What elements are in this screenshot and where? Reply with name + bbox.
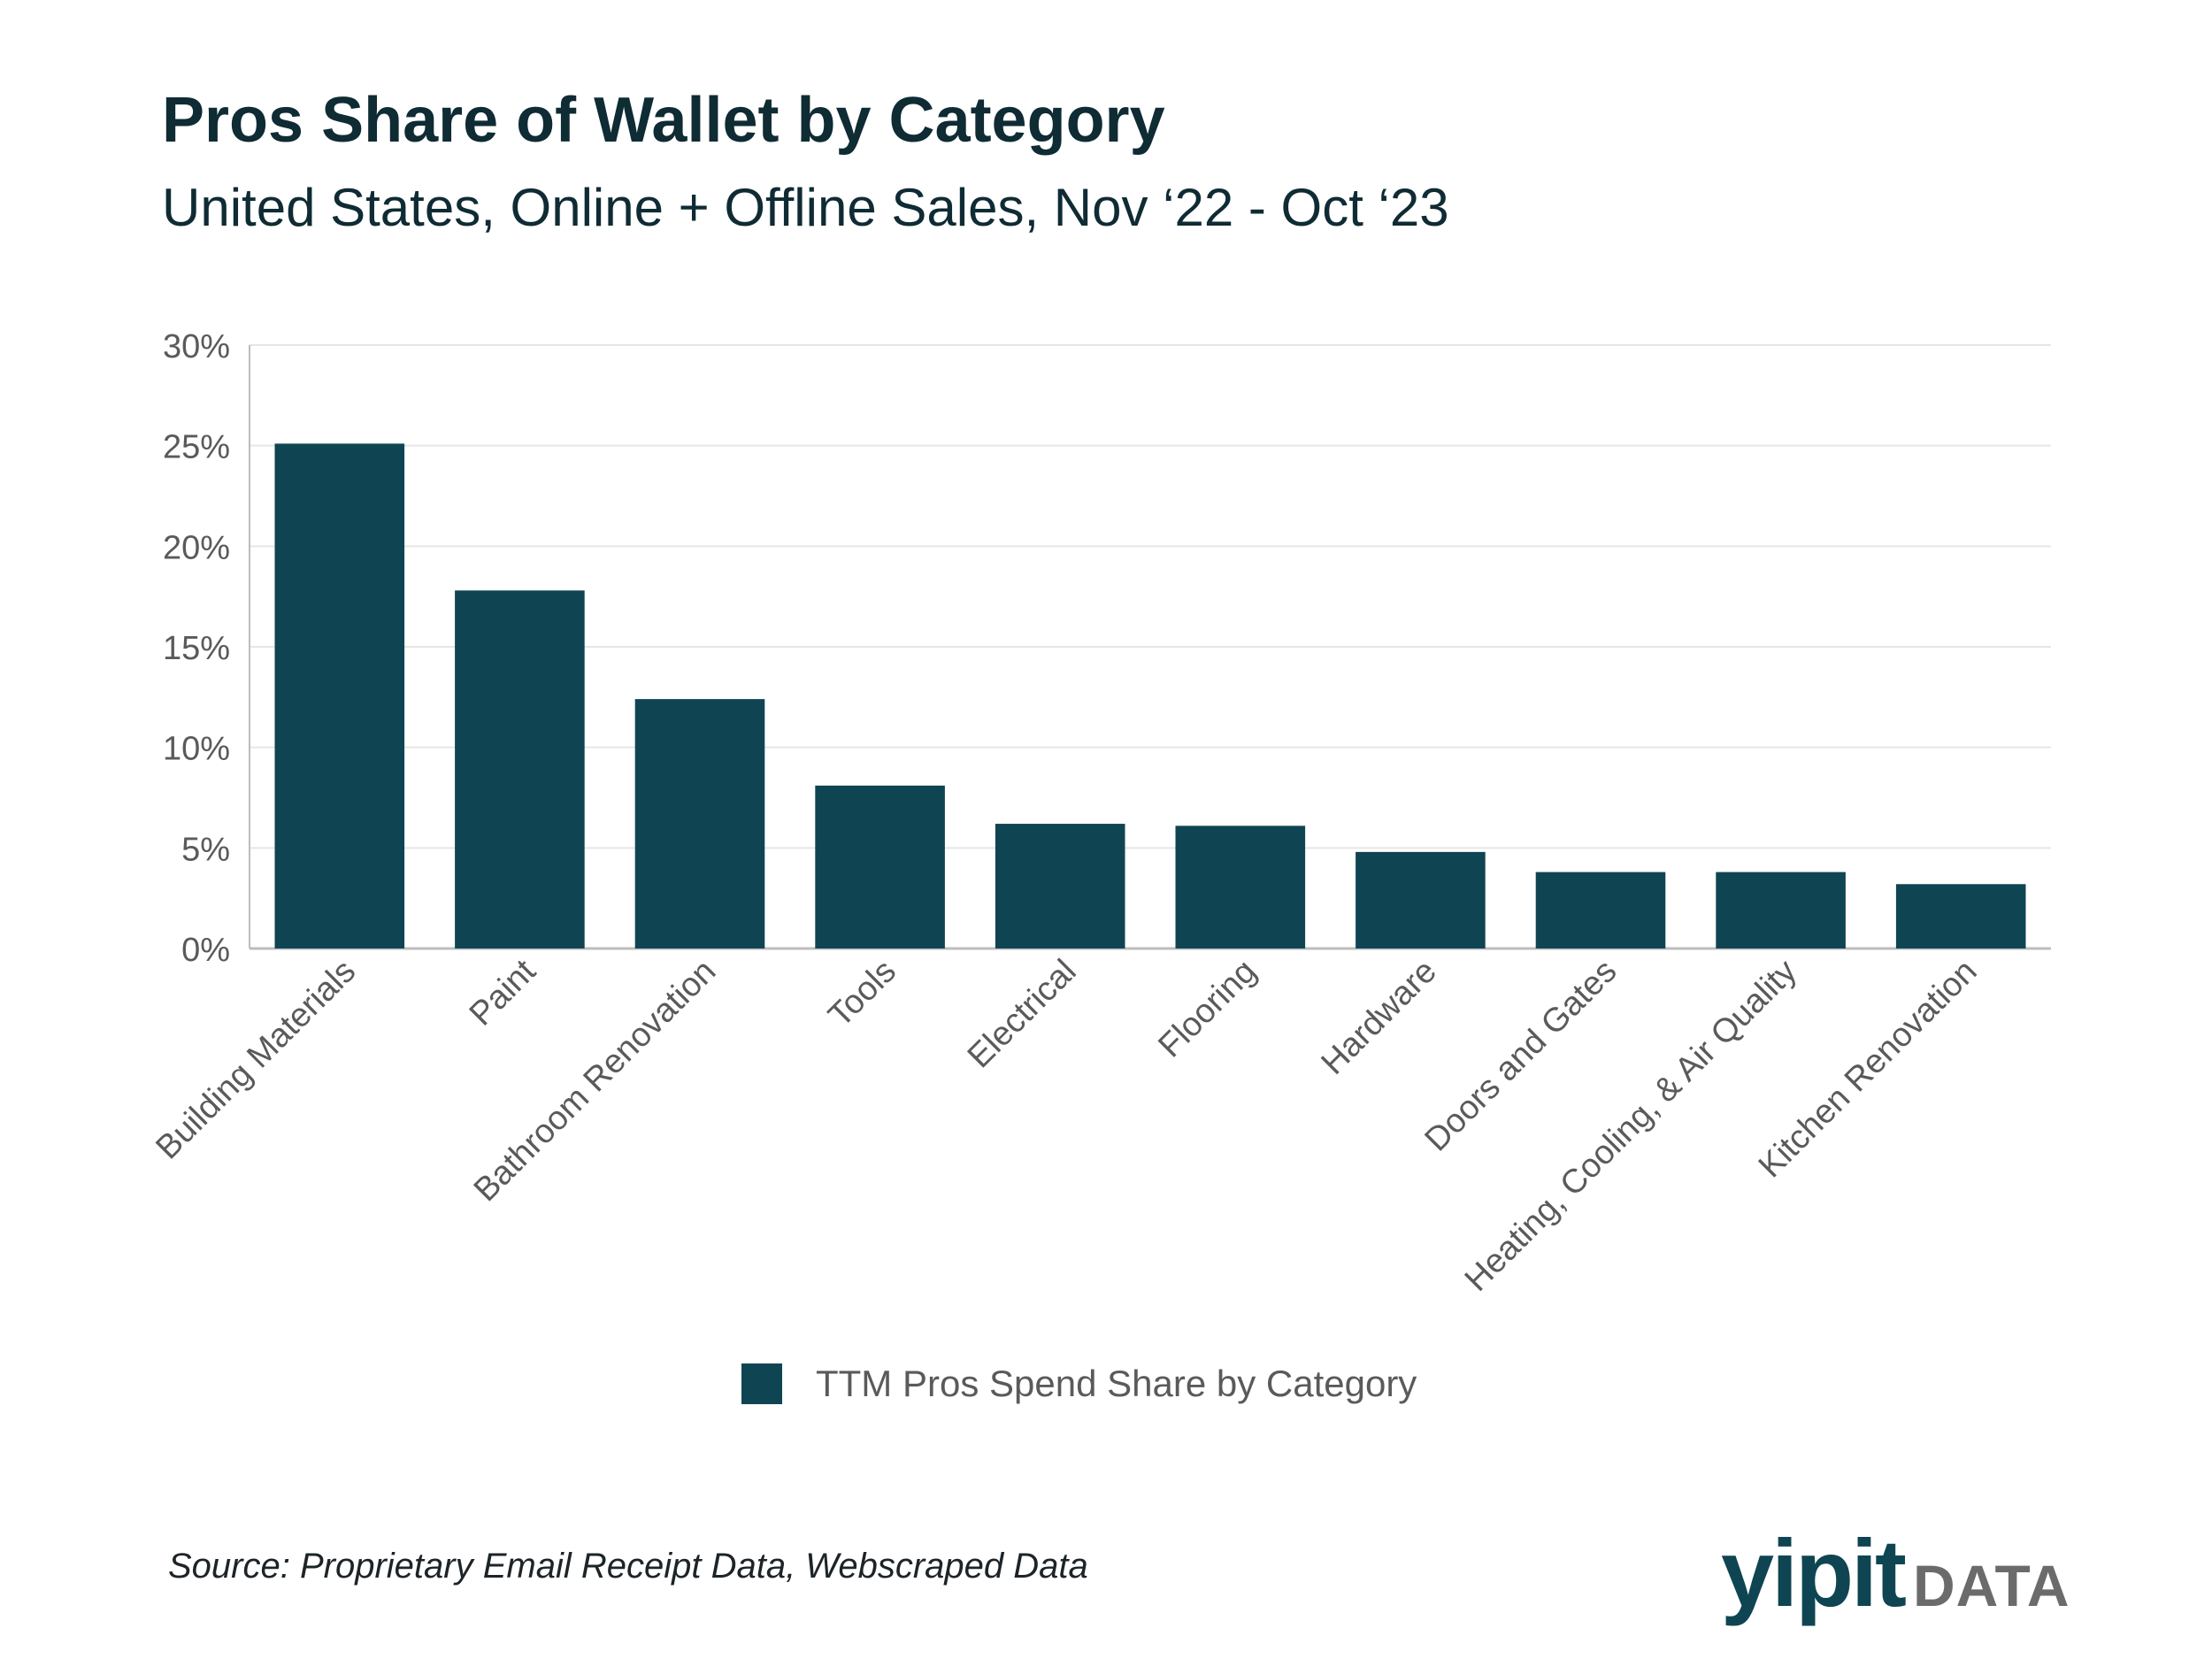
y-tick-label: 0% [181,932,230,969]
x-tick-label: Heating, Cooling, & Air Quality [1458,953,1804,1299]
x-tick-label: Building Materials [149,953,363,1167]
source-note: Source: Proprietary Email Receipt Data, … [168,1547,1088,1586]
y-tick-label: 20% [163,529,230,566]
y-tick-label: 10% [163,731,230,768]
logo-wordmark-primary: yipit [1721,1519,1907,1626]
y-tick-label: 5% [181,831,230,868]
bar-chart: 0% 5% 10% 15% 20% 25% 30% Building Materials Pai… [149,328,2051,1299]
legend-swatch [741,1363,782,1404]
bar [455,590,585,949]
bar [274,443,405,949]
y-tick-label: 30% [163,328,230,365]
bar [1175,826,1306,949]
x-tick-label: Paint [463,952,543,1033]
legend-label: TTM Pros Spend Share by Category [816,1363,1417,1404]
x-tick-label: Tools [822,953,903,1034]
chart-subtitle: United States, Online + Offline Sales, N… [162,178,1449,237]
y-tick-label: 25% [163,429,230,466]
x-tick-label: Doors and Gates [1418,953,1624,1159]
x-tick-label: Hardware [1315,953,1444,1082]
bar [1356,851,1486,949]
x-tick-label: Electrical [961,953,1084,1076]
logo-wordmark-secondary: DATA [1913,1553,2070,1618]
bar [1895,884,2026,949]
bar [1716,872,1846,949]
yipitdata-logo: yipit DATA [1721,1517,2070,1628]
bar [634,699,765,949]
x-tick-label: Flooring [1151,953,1263,1065]
chart-title: Pros Share of Wallet by Category [162,85,1165,156]
legend: TTM Pros Spend Share by Category [741,1363,1417,1405]
y-tick-label: 15% [163,630,230,667]
bar [995,824,1125,949]
bar [815,785,945,949]
bar [1535,872,1666,949]
